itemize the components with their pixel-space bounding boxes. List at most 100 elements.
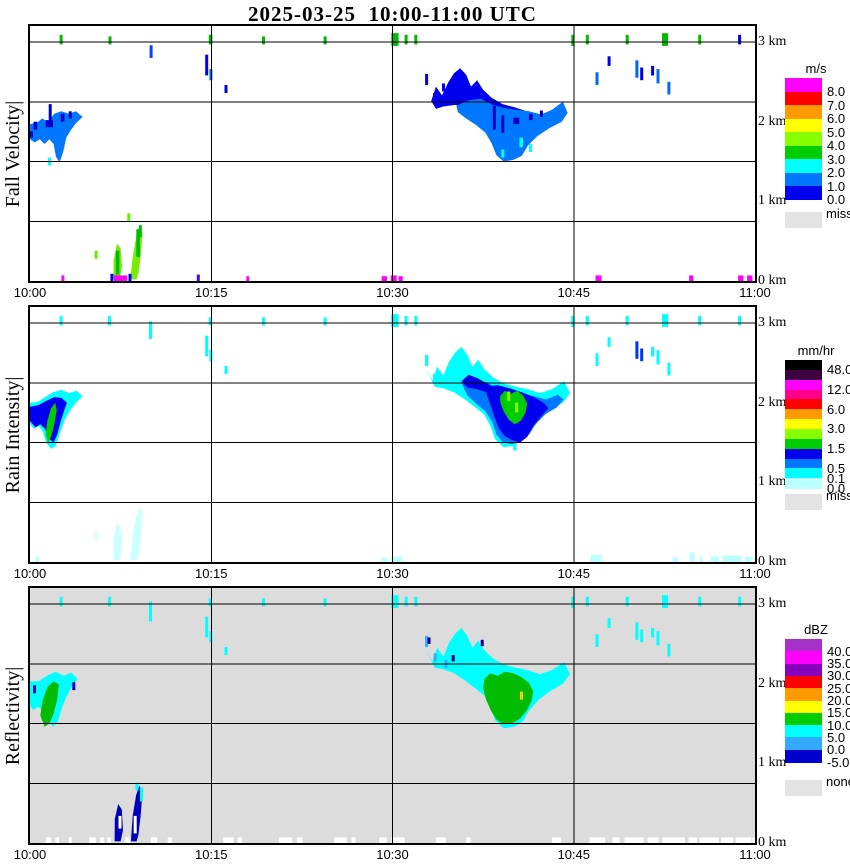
legend-color-block — [785, 725, 822, 738]
legend-color-block — [785, 78, 822, 93]
y-km-label-rain-intensity: 1 km — [758, 474, 787, 490]
x-tick-label-reflectivity: 10:30 — [376, 847, 409, 862]
legend-tick-label: 20.0 — [827, 693, 850, 708]
x-tick-label-rain-intensity: 10:45 — [557, 566, 591, 581]
legend-color-block — [785, 145, 822, 160]
legend-title-rain-intensity: mm/hr — [797, 343, 835, 358]
legend-tick-label: 25.0 — [827, 680, 850, 696]
x-tick-label-rain-intensity: 11:00 — [739, 566, 771, 581]
echo-layer-fall-velocity — [30, 26, 755, 281]
y-km-label-reflectivity: 2 km — [758, 675, 787, 691]
echo-layer-rain-intensity — [30, 307, 755, 562]
chart-title: 2025-03-25 10:00-11:00 UTC — [248, 2, 537, 26]
legend-color-block — [785, 159, 822, 174]
legend-color-block — [785, 409, 822, 420]
legend-color-block — [785, 675, 822, 689]
legend-tick-label: -5.0 — [827, 754, 850, 770]
legend-color-block — [785, 360, 822, 371]
legend-tick-label: 0.0 — [827, 480, 846, 496]
legend-tick-label: 10.0 — [827, 717, 850, 733]
x-tick-label-reflectivity: 10:00 — [13, 847, 47, 862]
legend-color-block — [785, 651, 822, 665]
legend-color-block — [785, 105, 822, 120]
legend-na-label: miss — [826, 206, 850, 221]
legend-tick-label: 30.0 — [827, 668, 850, 684]
ylabel-fall-velocity: Fall Velocity| — [2, 100, 24, 207]
legend-tick-label: 1.0 — [827, 178, 846, 194]
legend-na-block — [785, 780, 822, 796]
y-km-label-reflectivity: 1 km — [758, 755, 787, 771]
legend-tick-label: 6.0 — [827, 401, 846, 417]
legend-color-block — [785, 379, 822, 391]
legend-tick-label: 2.0 — [827, 165, 846, 180]
panel-reflectivity — [28, 586, 757, 845]
legend-tick-label: 15.0 — [827, 705, 850, 721]
legend-tick-label: 0.5 — [827, 460, 846, 476]
legend-color-block — [785, 419, 822, 430]
y-km-label-fall-velocity: 0 km — [758, 273, 787, 288]
x-tick-label-reflectivity: 10:15 — [194, 847, 228, 862]
legend-na-block — [785, 212, 822, 228]
legend-color-block — [785, 712, 822, 726]
legend-title-reflectivity: dBZ — [804, 622, 828, 637]
x-tick-label-fall-velocity: 10:30 — [376, 285, 409, 300]
legend-na-block — [785, 494, 822, 510]
y-km-label-rain-intensity: 2 km — [758, 394, 787, 410]
legend-color-block — [785, 172, 822, 187]
legend-tick-label: 0.0 — [827, 742, 846, 758]
legend-color-block — [785, 448, 822, 459]
legend-tick-label: 5.0 — [827, 729, 846, 745]
ylabel-reflectivity: Reflectivity| — [2, 666, 24, 765]
y-km-label-fall-velocity: 1 km — [758, 193, 787, 209]
echo-layer-reflectivity — [30, 588, 755, 843]
legend-color-block — [785, 688, 822, 702]
legend-tick-label: 8.0 — [827, 84, 846, 99]
legend-title-fall-velocity: m/s — [805, 61, 827, 76]
x-tick-label-reflectivity: 11:00 — [739, 847, 771, 862]
legend-color-block — [785, 458, 822, 469]
legend-tick-label: 3.0 — [827, 151, 846, 167]
legend-color-block — [785, 369, 822, 381]
y-km-label-rain-intensity: 0 km — [758, 554, 787, 569]
x-tick-label-rain-intensity: 10:30 — [376, 566, 409, 581]
legend-tick-label: 12.0 — [827, 382, 850, 398]
legend-color-block — [785, 132, 822, 147]
legend-color-block — [785, 428, 822, 440]
legend-tick-label: 0.0 — [827, 192, 846, 207]
panel-rain-intensity — [28, 305, 757, 564]
legend-tick-label: 3.0 — [827, 421, 846, 437]
legend-color-block — [785, 700, 822, 714]
legend-color-block — [785, 91, 822, 106]
legend-tick-label: 7.0 — [827, 97, 846, 113]
legend-color-block — [785, 737, 822, 751]
y-km-label-reflectivity: 3 km — [758, 596, 787, 611]
legend-color-block — [785, 478, 822, 489]
y-km-label-fall-velocity: 3 km — [758, 34, 787, 49]
legend-color-block — [785, 639, 822, 652]
legend-color-block — [785, 438, 822, 450]
legend-tick-label: 35.0 — [827, 656, 850, 672]
legend-tick-label: 40.0 — [827, 643, 850, 659]
x-tick-label-rain-intensity: 10:00 — [13, 566, 47, 581]
y-km-label-rain-intensity: 3 km — [758, 315, 787, 330]
legend-color-block — [785, 186, 822, 201]
x-tick-label-fall-velocity: 10:45 — [557, 285, 591, 300]
x-tick-label-reflectivity: 10:45 — [557, 847, 591, 862]
legend-color-block — [785, 468, 822, 479]
legend-tick-label: 6.0 — [827, 111, 846, 126]
legend-color-block — [785, 663, 822, 677]
legend-na-label: miss — [826, 488, 850, 503]
x-tick-label-fall-velocity: 10:15 — [194, 285, 228, 300]
legend-na-label: none — [826, 774, 850, 789]
panel-fall-velocity — [28, 24, 757, 283]
legend-color-block — [785, 749, 822, 763]
x-tick-label-fall-velocity: 11:00 — [739, 285, 771, 300]
y-km-label-fall-velocity: 2 km — [758, 113, 787, 129]
legend-tick-label: 5.0 — [827, 124, 846, 140]
legend-color-block — [785, 399, 822, 410]
legend-tick-label: 1.5 — [827, 441, 846, 457]
legend-color-block — [785, 389, 822, 400]
legend-tick-label: 0.1 — [827, 470, 846, 486]
ylabel-rain-intensity: Rain Intensity| — [2, 376, 24, 493]
legend-tick-label: 4.0 — [827, 138, 846, 153]
